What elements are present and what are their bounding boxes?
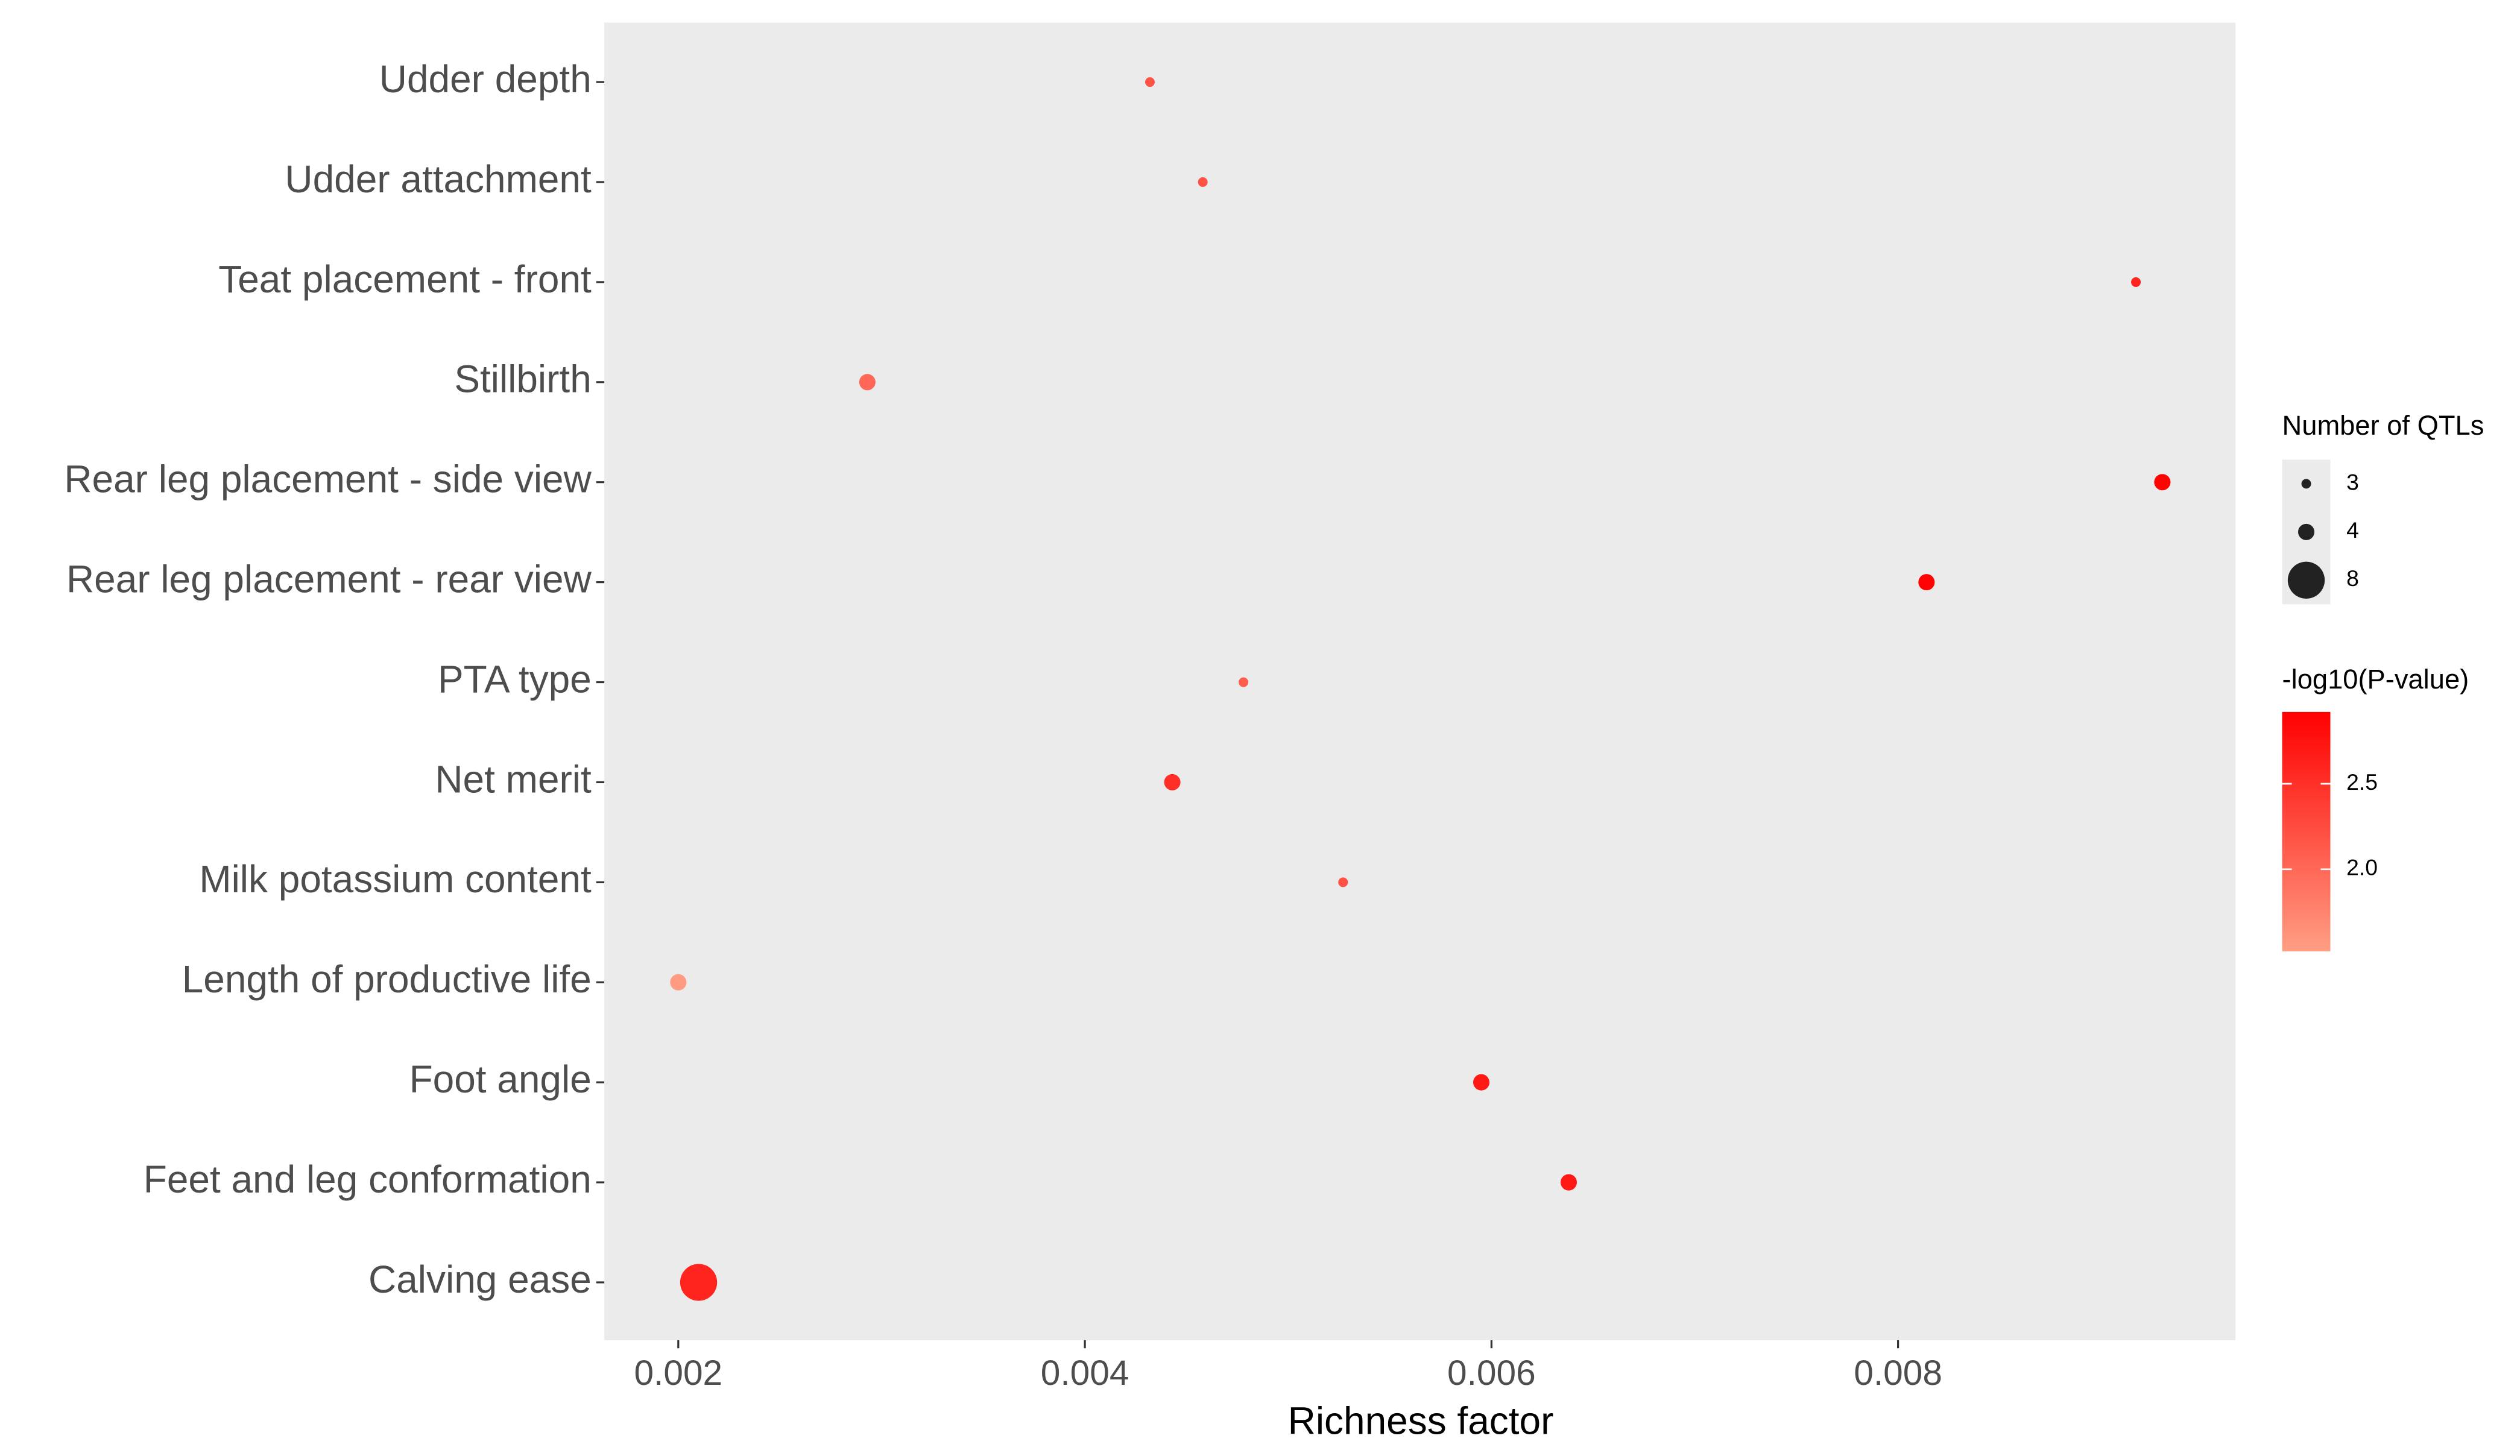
bubble — [1560, 1174, 1577, 1191]
size-legend-label: 4 — [2346, 517, 2359, 543]
x-tick-label: 0.006 — [1447, 1354, 1536, 1393]
color-legend-label: 2.0 — [2346, 855, 2378, 880]
x-tick-label: 0.008 — [1854, 1354, 1942, 1393]
y-tick-label: Foot angle — [409, 1057, 592, 1101]
bubble — [680, 1264, 718, 1301]
color-legend-label: 2.5 — [2346, 769, 2378, 795]
bubble — [1164, 774, 1181, 790]
color-bar — [2282, 711, 2331, 951]
y-tick-label: Rear leg placement - rear view — [66, 558, 592, 601]
y-tick-label: Calving ease — [368, 1258, 592, 1301]
y-tick-label: Milk potassium content — [199, 857, 592, 901]
bubble — [859, 374, 876, 391]
bubble — [1239, 677, 1249, 687]
size-legend-title: Number of QTLs — [2282, 410, 2484, 441]
bubble — [670, 974, 687, 991]
bubble — [1918, 574, 1935, 591]
bubble — [1198, 177, 1208, 188]
x-axis-title: Richness factor — [1288, 1399, 1554, 1442]
plot-panel — [604, 22, 2236, 1340]
y-tick-label: Rear leg placement - side view — [64, 458, 592, 501]
bubble — [1473, 1074, 1490, 1091]
color-legend-title: -log10(P-value) — [2282, 664, 2469, 695]
size-legend-dot — [2301, 479, 2311, 489]
x-tick-label: 0.002 — [634, 1354, 722, 1393]
size-legend-dot — [2297, 523, 2315, 540]
y-tick-label: Length of productive life — [182, 957, 592, 1001]
bubble — [1338, 877, 1348, 887]
size-legend-label: 3 — [2346, 469, 2359, 494]
y-tick-label: PTA type — [438, 657, 592, 701]
y-tick-label: Stillbirth — [454, 358, 591, 401]
y-tick-label: Net merit — [435, 757, 592, 801]
bubble — [2154, 474, 2171, 491]
x-tick-label: 0.004 — [1041, 1354, 1129, 1393]
bubble — [1145, 77, 1155, 87]
y-tick-label: Udder attachment — [285, 157, 592, 201]
size-legend-dot — [2287, 561, 2325, 599]
size-legend-label: 8 — [2346, 566, 2359, 591]
y-tick-label: Teat placement - front — [218, 257, 592, 301]
y-tick-label: Feet and leg conformation — [144, 1158, 592, 1201]
bubble — [2131, 277, 2141, 287]
y-tick-label: Udder depth — [379, 57, 592, 101]
